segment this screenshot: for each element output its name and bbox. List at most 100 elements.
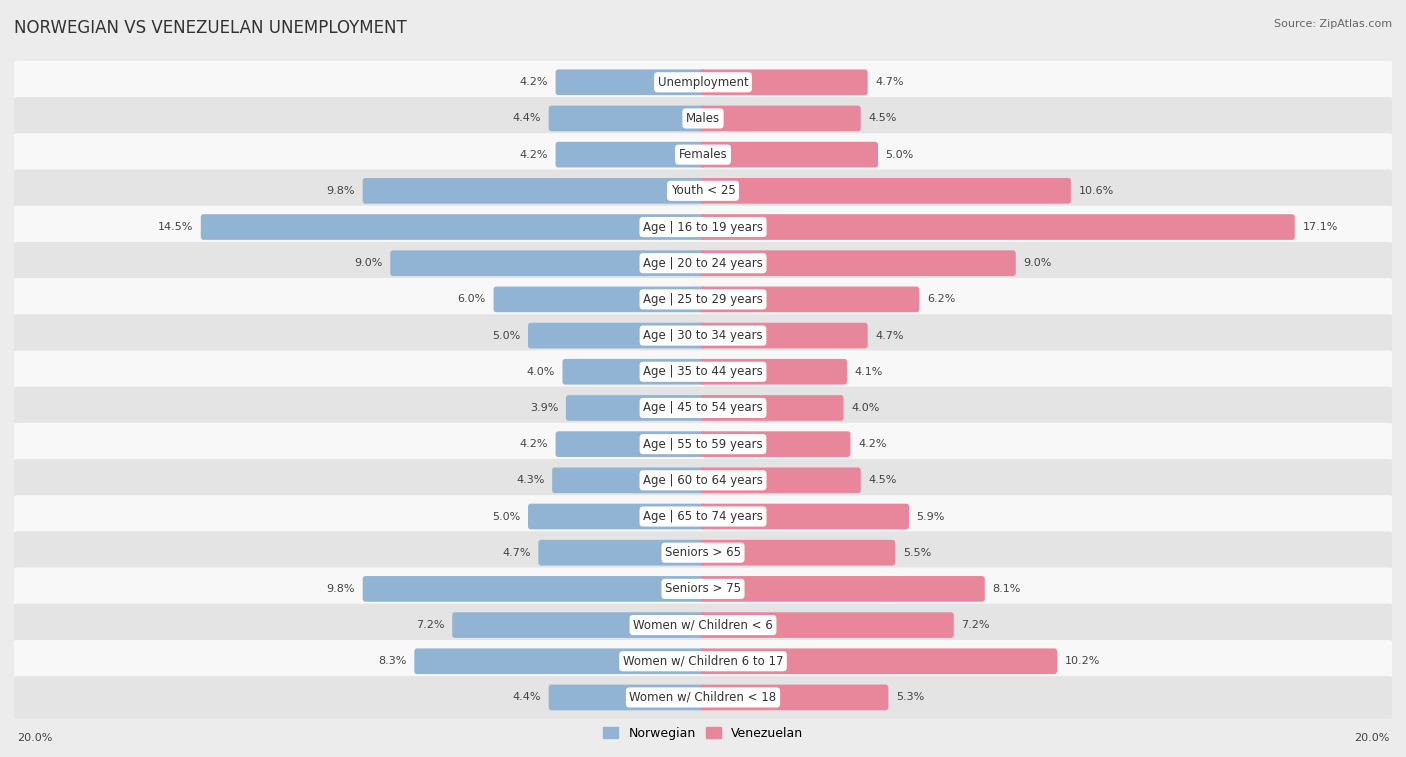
FancyBboxPatch shape: [555, 142, 706, 167]
Text: 4.2%: 4.2%: [519, 150, 548, 160]
Text: 9.8%: 9.8%: [326, 185, 356, 196]
FancyBboxPatch shape: [13, 640, 1393, 683]
Text: Age | 65 to 74 years: Age | 65 to 74 years: [643, 510, 763, 523]
FancyBboxPatch shape: [13, 568, 1393, 610]
FancyBboxPatch shape: [548, 684, 706, 710]
FancyBboxPatch shape: [700, 649, 1057, 674]
Text: Females: Females: [679, 148, 727, 161]
FancyBboxPatch shape: [13, 133, 1393, 176]
FancyBboxPatch shape: [13, 387, 1393, 429]
FancyBboxPatch shape: [700, 178, 1071, 204]
FancyBboxPatch shape: [13, 676, 1393, 719]
FancyBboxPatch shape: [13, 422, 1393, 466]
Text: 7.2%: 7.2%: [962, 620, 990, 630]
FancyBboxPatch shape: [700, 468, 860, 493]
Text: 4.7%: 4.7%: [502, 548, 531, 558]
FancyBboxPatch shape: [363, 576, 706, 602]
Legend: Norwegian, Venezuelan: Norwegian, Venezuelan: [599, 721, 807, 745]
FancyBboxPatch shape: [700, 540, 896, 565]
Text: 9.8%: 9.8%: [326, 584, 356, 594]
FancyBboxPatch shape: [538, 540, 706, 565]
Text: 17.1%: 17.1%: [1302, 222, 1337, 232]
Text: 7.2%: 7.2%: [416, 620, 444, 630]
FancyBboxPatch shape: [13, 278, 1393, 321]
Text: Youth < 25: Youth < 25: [671, 185, 735, 198]
Text: 5.0%: 5.0%: [492, 331, 520, 341]
FancyBboxPatch shape: [700, 70, 868, 95]
Text: 4.5%: 4.5%: [869, 114, 897, 123]
Text: Unemployment: Unemployment: [658, 76, 748, 89]
FancyBboxPatch shape: [13, 206, 1393, 248]
FancyBboxPatch shape: [700, 106, 860, 131]
FancyBboxPatch shape: [13, 314, 1393, 357]
FancyBboxPatch shape: [13, 97, 1393, 140]
FancyBboxPatch shape: [700, 251, 1015, 276]
Text: 4.4%: 4.4%: [513, 693, 541, 702]
Text: Women w/ Children < 18: Women w/ Children < 18: [630, 691, 776, 704]
FancyBboxPatch shape: [700, 322, 868, 348]
FancyBboxPatch shape: [13, 459, 1393, 502]
Text: 10.6%: 10.6%: [1078, 185, 1114, 196]
Text: 8.3%: 8.3%: [378, 656, 406, 666]
Text: 9.0%: 9.0%: [354, 258, 382, 268]
Text: 6.2%: 6.2%: [927, 294, 955, 304]
FancyBboxPatch shape: [13, 350, 1393, 393]
Text: Seniors > 75: Seniors > 75: [665, 582, 741, 595]
Text: 4.4%: 4.4%: [513, 114, 541, 123]
FancyBboxPatch shape: [13, 61, 1393, 104]
Text: 5.0%: 5.0%: [492, 512, 520, 522]
Text: NORWEGIAN VS VENEZUELAN UNEMPLOYMENT: NORWEGIAN VS VENEZUELAN UNEMPLOYMENT: [14, 19, 406, 37]
FancyBboxPatch shape: [13, 170, 1393, 212]
Text: Age | 25 to 29 years: Age | 25 to 29 years: [643, 293, 763, 306]
FancyBboxPatch shape: [562, 359, 706, 385]
FancyBboxPatch shape: [700, 684, 889, 710]
Text: 5.0%: 5.0%: [886, 150, 914, 160]
Text: Women w/ Children < 6: Women w/ Children < 6: [633, 618, 773, 631]
Text: Age | 16 to 19 years: Age | 16 to 19 years: [643, 220, 763, 233]
FancyBboxPatch shape: [700, 287, 920, 312]
Text: Age | 55 to 59 years: Age | 55 to 59 years: [643, 438, 763, 450]
FancyBboxPatch shape: [555, 431, 706, 457]
FancyBboxPatch shape: [548, 106, 706, 131]
FancyBboxPatch shape: [201, 214, 706, 240]
Text: Age | 35 to 44 years: Age | 35 to 44 years: [643, 366, 763, 378]
FancyBboxPatch shape: [13, 241, 1393, 285]
Text: Women w/ Children 6 to 17: Women w/ Children 6 to 17: [623, 655, 783, 668]
Text: Seniors > 65: Seniors > 65: [665, 547, 741, 559]
Text: 4.7%: 4.7%: [875, 77, 904, 87]
Text: 4.0%: 4.0%: [851, 403, 880, 413]
Text: 4.2%: 4.2%: [858, 439, 887, 449]
FancyBboxPatch shape: [529, 322, 706, 348]
Text: Age | 60 to 64 years: Age | 60 to 64 years: [643, 474, 763, 487]
Text: 4.1%: 4.1%: [855, 366, 883, 377]
FancyBboxPatch shape: [565, 395, 706, 421]
FancyBboxPatch shape: [529, 503, 706, 529]
Text: 4.3%: 4.3%: [516, 475, 544, 485]
Text: 10.2%: 10.2%: [1064, 656, 1099, 666]
FancyBboxPatch shape: [415, 649, 706, 674]
Text: Age | 45 to 54 years: Age | 45 to 54 years: [643, 401, 763, 414]
FancyBboxPatch shape: [13, 604, 1393, 646]
FancyBboxPatch shape: [700, 395, 844, 421]
FancyBboxPatch shape: [13, 531, 1393, 574]
Text: 5.9%: 5.9%: [917, 512, 945, 522]
Text: 14.5%: 14.5%: [157, 222, 193, 232]
FancyBboxPatch shape: [494, 287, 706, 312]
FancyBboxPatch shape: [13, 495, 1393, 538]
FancyBboxPatch shape: [363, 178, 706, 204]
Text: 5.3%: 5.3%: [896, 693, 924, 702]
Text: Source: ZipAtlas.com: Source: ZipAtlas.com: [1274, 19, 1392, 29]
Text: Age | 30 to 34 years: Age | 30 to 34 years: [643, 329, 763, 342]
FancyBboxPatch shape: [700, 142, 877, 167]
Text: 3.9%: 3.9%: [530, 403, 558, 413]
Text: 5.5%: 5.5%: [903, 548, 931, 558]
FancyBboxPatch shape: [700, 214, 1295, 240]
FancyBboxPatch shape: [555, 70, 706, 95]
Text: 4.5%: 4.5%: [869, 475, 897, 485]
Text: 4.2%: 4.2%: [519, 77, 548, 87]
FancyBboxPatch shape: [700, 576, 984, 602]
FancyBboxPatch shape: [700, 503, 910, 529]
FancyBboxPatch shape: [700, 612, 953, 638]
Text: 4.0%: 4.0%: [526, 366, 555, 377]
Text: 20.0%: 20.0%: [1354, 733, 1389, 743]
